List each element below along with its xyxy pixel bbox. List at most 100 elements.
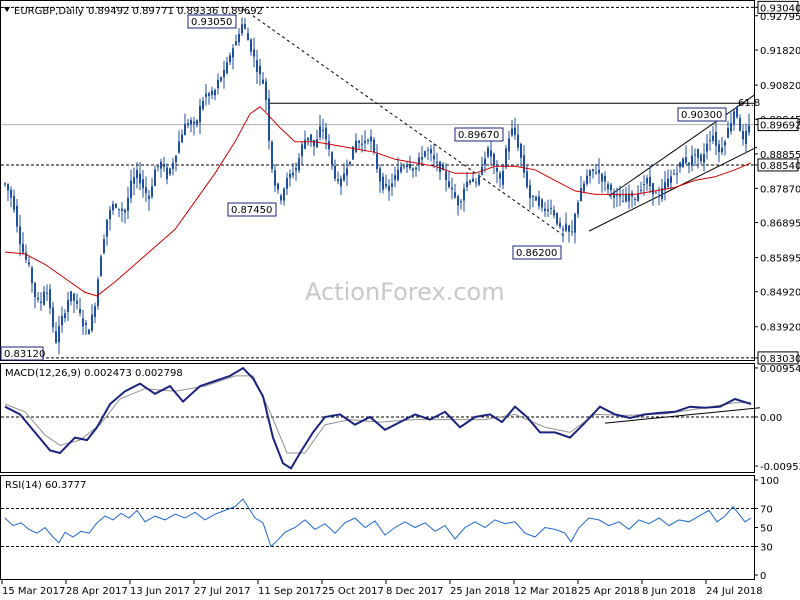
candle-body [640,189,642,191]
candle-body [727,128,729,138]
candle-body [307,137,309,141]
candle-body [136,169,138,179]
candle-body [691,155,693,165]
svg-text:0.93040: 0.93040 [760,3,800,14]
candle-body [160,161,162,169]
candle-body [706,143,708,152]
rsi-y-axis: 100 70 50 30 0 [754,476,779,582]
candle-body [181,134,183,143]
candle-body [712,135,714,141]
candle-body [427,149,429,151]
candle-body [430,149,432,154]
candle-body [382,176,384,190]
fib-label: 61.8 [738,98,760,109]
candle-body [274,170,276,186]
channel-lower-line [588,146,758,232]
rsi-tick-label: 0 [760,571,766,582]
macd-tick-label: -0.009538 [760,462,800,473]
candle-body [460,201,462,203]
candle-body [19,226,21,245]
candle-body [625,194,627,202]
candle-body [31,267,33,284]
candle-body [745,130,747,144]
candle-body [298,158,300,171]
macd-tick-label: 0.00 [760,413,782,424]
candle-body [748,125,750,133]
candle-body [415,167,417,170]
candle-body [250,39,252,52]
candle-body [589,170,591,176]
macd-trendline-segment [604,407,761,424]
candle-body [70,291,72,302]
candle-body [397,169,399,181]
candle-body [37,297,39,300]
rsi-line [4,498,752,548]
candle-body [295,167,297,171]
candle-body [238,33,240,43]
candle-body [670,176,672,183]
candle-body [355,140,357,152]
candle-body [82,318,84,327]
candle-body [373,139,375,153]
price-panel-frame [0,0,755,361]
x-tick-label: 25 Jan 2018 [450,586,510,597]
candle-body [187,123,189,126]
candle-body [301,144,303,157]
candle-body [517,134,519,148]
candle-body [268,98,270,141]
candle-body [568,225,570,232]
candle-body [622,201,624,203]
candle-body [601,173,603,182]
channel-upper-line [608,94,756,197]
candle-body [538,196,540,206]
candle-body [682,158,684,168]
x-tick-label: 28 Apr 2017 [66,586,128,597]
svg-text:0.89670: 0.89670 [458,130,499,141]
candle-body [685,157,687,163]
candle-body [337,179,339,182]
candle-body [190,120,192,125]
candle-body [610,184,612,191]
candle-body [109,210,111,220]
macd-label: MACD(12,26,9) 0.002473 0.002798 [5,368,183,379]
candle-body [547,209,549,212]
candle-body [241,24,243,34]
candle-body [709,140,711,142]
candle-body [667,178,669,187]
candle-body [154,169,156,186]
candle-body [193,121,195,124]
price-tick-label: 0.92795 [760,12,800,23]
candle-body [319,126,321,138]
candle-body [718,144,720,153]
price-annotation: 0.89670 [454,127,504,142]
candle-body [487,147,489,157]
candle-body [346,168,348,176]
price-tag: 0.93040 [757,0,800,14]
x-tick-label: 27 Jul 2017 [194,586,251,597]
candle-body [262,79,264,84]
candle-body [139,173,141,184]
candle-body [580,188,582,202]
candle-body [220,77,222,81]
candle-body [157,166,159,168]
x-tick-label: 13 Jun 2017 [130,586,190,597]
svg-text:0.89692: 0.89692 [760,121,800,132]
candle-body [571,231,573,233]
candle-body [478,175,480,185]
x-tick-label: 12 Mar 2018 [514,586,577,597]
candle-body [13,195,15,211]
candle-body [505,148,507,168]
candle-body [175,155,177,163]
candle-body [490,150,492,157]
rsi-tick-label: 30 [760,543,773,554]
candle-body [661,188,663,199]
price-tick-label: 0.90820 [760,81,800,92]
candle-body [598,169,600,174]
candle-body [148,195,150,199]
candle-body [247,33,249,41]
candle-body [676,173,678,175]
candle-body [484,158,486,165]
symbol-label: EURGBP,Daily [14,6,84,17]
x-tick-label: 11 Sep 2017 [258,586,321,597]
candle-body [496,167,498,172]
